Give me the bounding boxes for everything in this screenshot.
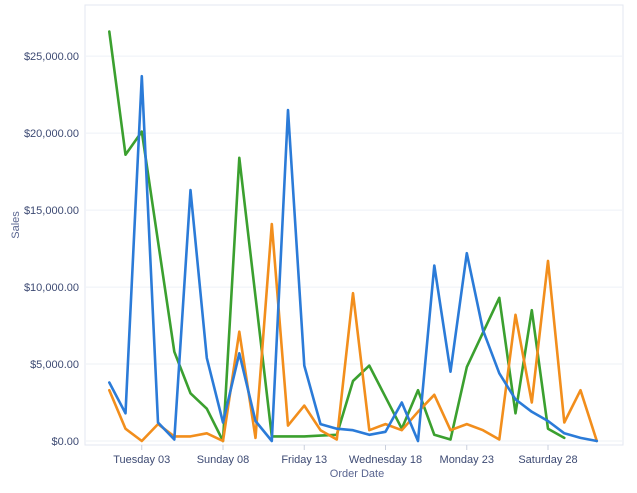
x-tick-label: Tuesday 03 [113, 454, 170, 466]
x-axis: Tuesday 03 Sunday 08 Friday 13 Wednesday 18… [113, 445, 578, 466]
grid-lines [86, 55, 622, 442]
y-tick-label: $10,000.00 [24, 282, 79, 294]
plot-frame [84, 4, 624, 446]
x-tick-label: Friday 13 [281, 454, 327, 466]
series-line-3 [108, 74, 599, 443]
series-line-1 [108, 30, 566, 443]
y-tick-label: $20,000.00 [24, 128, 79, 140]
y-tick-label: $25,000.00 [24, 51, 79, 63]
x-tick-label: Wednesday 18 [349, 454, 422, 466]
x-axis-title: Order Date [330, 468, 384, 480]
x-tick-label: Saturday 28 [518, 454, 577, 466]
series-lines [108, 30, 599, 443]
y-tick-label: $5,000.00 [30, 359, 79, 371]
x-tick-label: Sunday 08 [197, 454, 250, 466]
y-axis: $0.00 $5,000.00 $10,000.00 $15,000.00 $20,00… [24, 51, 79, 448]
series-line-2 [108, 222, 599, 443]
y-tick-label: $0.00 [51, 436, 79, 448]
y-tick-label: $15,000.00 [24, 205, 79, 217]
y-axis-title: Sales [10, 211, 22, 239]
x-tick-label: Monday 23 [440, 454, 494, 466]
